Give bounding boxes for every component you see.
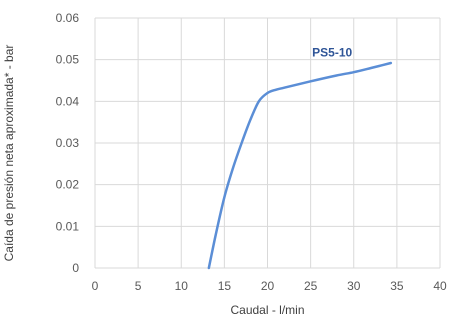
x-tick-label: 25 <box>304 279 318 293</box>
x-tick-label: 20 <box>261 279 275 293</box>
y-tick-label: 0.06 <box>56 11 80 25</box>
grid-layer <box>94 17 441 269</box>
series-line-ps5-10 <box>207 61 393 270</box>
x-tick-label: 10 <box>175 279 189 293</box>
x-tick-label: 5 <box>135 279 142 293</box>
y-tick-label: 0 <box>72 261 79 275</box>
x-axis-title: Caudal - l/min <box>230 303 304 317</box>
y-axis-title: Caída de presión neta aproximada* - bar <box>2 45 16 262</box>
x-tick-label: 30 <box>347 279 361 293</box>
x-tick-label: 40 <box>433 279 447 293</box>
x-tick-label: 35 <box>390 279 404 293</box>
y-tick-label: 0.02 <box>56 178 80 192</box>
series-layer <box>207 61 393 270</box>
annotations: PS5-10 <box>312 45 352 59</box>
series-annotation: PS5-10 <box>312 45 352 59</box>
y-tick-label: 0.01 <box>56 219 80 233</box>
y-tick-label: 0.04 <box>56 94 80 108</box>
y-tick-label: 0.05 <box>56 53 80 67</box>
y-tick-label: 0.03 <box>56 136 80 150</box>
x-tick-label: 0 <box>92 279 99 293</box>
x-tick-label: 15 <box>218 279 232 293</box>
tick-labels: 0 0.01 0.02 0.03 0.04 0.05 0.06 0 5 10 15 20 25 30 35 4… <box>56 11 447 293</box>
